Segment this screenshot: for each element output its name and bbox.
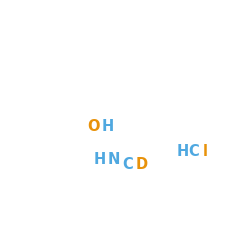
Text: l: l: [202, 143, 207, 158]
Text: H: H: [101, 118, 113, 133]
Text: H: H: [93, 152, 106, 167]
Text: O: O: [87, 118, 99, 133]
Text: 3: 3: [152, 165, 159, 175]
Text: H: H: [176, 143, 188, 158]
Text: N: N: [108, 152, 120, 167]
Text: D: D: [135, 157, 147, 172]
Text: C: C: [122, 157, 132, 172]
Text: C: C: [188, 143, 198, 158]
